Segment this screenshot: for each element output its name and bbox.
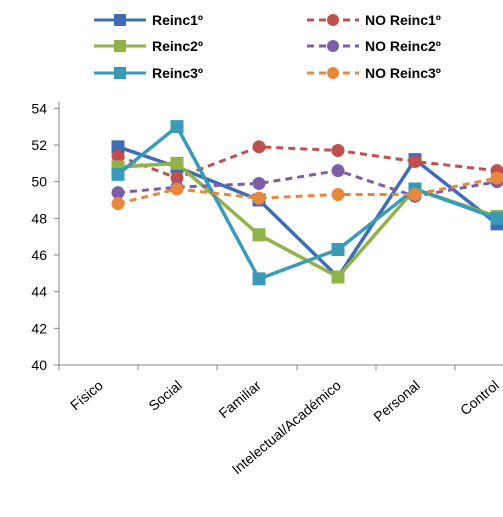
legend-label: Reinc1º [152, 12, 203, 28]
series [111, 171, 503, 211]
category-label: Social [145, 377, 185, 414]
legend-item: Reinc3º [94, 65, 203, 81]
axes: 40 42 44 46 48 50 52 54 [31, 100, 503, 373]
legend-marker [327, 40, 339, 52]
data-point [170, 120, 184, 134]
y-tick-label: 40 [31, 357, 47, 373]
data-point [170, 156, 184, 170]
data-point [331, 270, 345, 284]
data-point [170, 182, 184, 196]
series-line [117, 176, 498, 206]
y-tick-label: 44 [31, 284, 47, 300]
data-point [252, 140, 266, 154]
data-point [408, 188, 422, 201]
data-point [408, 155, 422, 168]
legend-item: Reinc2º [94, 38, 203, 54]
legend-item: NO Reinc1º [307, 12, 441, 28]
y-tick-label: 42 [31, 320, 47, 336]
legend-marker [327, 14, 339, 26]
legend-label: NO Reinc2º [365, 38, 441, 54]
category-label: Familiar [216, 377, 265, 421]
legend-label: NO Reinc1º [365, 12, 441, 28]
category-label: Físico [67, 377, 106, 413]
series-line [117, 145, 498, 180]
legend-label: Reinc2º [152, 38, 203, 54]
data-point [111, 149, 125, 163]
data-point [252, 191, 266, 205]
y-tick-label: 46 [31, 247, 47, 263]
data-point [490, 171, 503, 185]
data-point [111, 197, 125, 211]
data-point [252, 272, 266, 286]
series [111, 120, 503, 286]
legend-marker [327, 67, 339, 79]
series-line [116, 124, 498, 281]
data-point [111, 186, 125, 200]
legend-item: NO Reinc3º [307, 65, 441, 81]
data-point [331, 144, 345, 157]
data-point [331, 164, 345, 178]
category-label: Control [457, 377, 502, 418]
category-label: Personal [370, 377, 423, 425]
legend: Reinc1º NO Reinc1º Reinc2º NO Reinc2º Reinc3… [94, 12, 441, 81]
legend-marker [114, 40, 126, 52]
y-tick-label: 48 [31, 210, 47, 226]
legend-label: NO Reinc3º [365, 65, 441, 81]
y-tick-label: 54 [31, 100, 47, 116]
data-point [252, 228, 266, 242]
legend-marker [114, 14, 126, 26]
data-point [252, 177, 266, 190]
legend-item: NO Reinc2º [307, 38, 441, 54]
y-tick-label: 50 [31, 174, 47, 190]
data-point [111, 167, 125, 181]
legend-marker [114, 67, 126, 79]
y-tick-label: 52 [31, 137, 47, 153]
series [111, 156, 503, 284]
legend-label: Reinc3º [152, 65, 203, 81]
data-point [331, 188, 345, 201]
data-point [490, 211, 503, 225]
legend-item: Reinc1º [94, 12, 203, 28]
category-labels: Físico Social FamiliarIntelectual/Académic… [67, 377, 502, 478]
data-point [331, 243, 345, 256]
series-layer [111, 120, 503, 286]
